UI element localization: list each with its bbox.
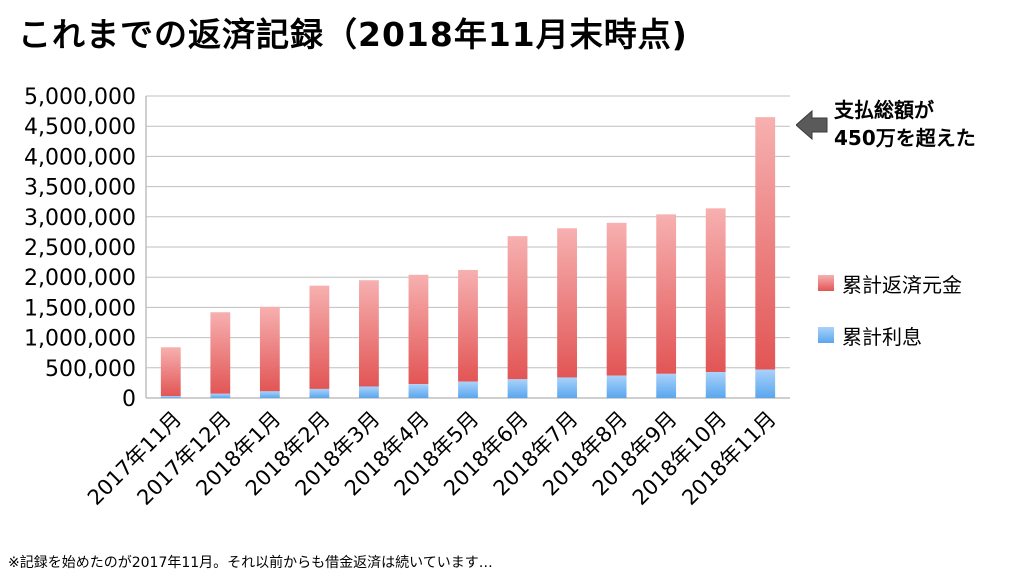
- callout-line-1: 支払総額が: [834, 98, 934, 122]
- bar-interest: [309, 388, 330, 398]
- legend-item-interest: 累計利息: [818, 320, 962, 350]
- chart-legend: 累計返済元金 累計利息: [818, 268, 962, 372]
- y-tick-label: 500,000: [45, 357, 136, 382]
- bar-interest: [606, 375, 627, 398]
- bar-interest: [557, 377, 577, 398]
- y-tick-label: 2,500,000: [24, 236, 136, 261]
- x-axis-ticks: 2017年11月2017年12月2018年1月2018年2月2018年3月201…: [83, 407, 781, 510]
- legend-label-interest: 累計利息: [842, 324, 922, 349]
- bar-interest: [160, 396, 181, 398]
- bars: [160, 117, 776, 398]
- footnote: ※記録を始めたのが2017年11月。それ以前からも借金返済は続いています…: [8, 555, 493, 571]
- bar-principal: [705, 208, 726, 373]
- bar-principal: [458, 269, 478, 382]
- callout-annotation: 支払総額が 450万を超えた: [834, 96, 976, 152]
- page-title: これまでの返済記録（2018年11月末時点): [18, 15, 688, 54]
- legend-label-principal: 累計返済元金: [842, 272, 962, 297]
- legend-item-principal: 累計返済元金: [818, 268, 962, 298]
- bar-interest: [408, 384, 429, 398]
- bar-principal: [656, 214, 677, 374]
- bar-interest: [210, 393, 231, 398]
- bar-principal: [755, 117, 776, 370]
- left-arrow-icon: [796, 110, 828, 140]
- bar-interest: [458, 381, 478, 398]
- y-tick-label: 5,000,000: [24, 85, 136, 110]
- y-tick-label: 4,500,000: [24, 115, 136, 140]
- y-axis-ticks: 0 500,000 1,000,000 1,500,000 2,000,000 2,500…: [24, 85, 136, 412]
- bar-principal: [557, 228, 577, 378]
- y-tick-label: 3,000,000: [24, 206, 136, 231]
- bar-principal: [259, 306, 280, 392]
- y-tick-label: 1,500,000: [24, 296, 136, 321]
- bar-principal: [507, 236, 528, 380]
- legend-swatch-principal: [818, 275, 834, 291]
- bar-interest: [656, 373, 677, 398]
- y-tick-label: 1,000,000: [24, 327, 136, 352]
- bar-interest: [259, 391, 280, 398]
- bar-principal: [160, 347, 181, 397]
- bar-principal: [210, 312, 231, 394]
- bar-principal: [309, 285, 330, 389]
- bar-principal: [408, 274, 429, 385]
- bar-interest: [507, 379, 528, 398]
- y-tick-label: 0: [122, 387, 136, 412]
- y-tick-label: 2,000,000: [24, 266, 136, 291]
- bar-principal: [359, 280, 379, 387]
- legend-swatch-interest: [818, 327, 834, 343]
- bar-principal: [606, 222, 627, 376]
- y-tick-label: 4,000,000: [24, 145, 136, 170]
- bar-interest: [359, 386, 379, 398]
- callout-line-2: 450万を超えた: [834, 126, 976, 150]
- bar-interest: [755, 369, 776, 398]
- bar-interest: [705, 372, 726, 398]
- y-tick-label: 3,500,000: [24, 176, 136, 201]
